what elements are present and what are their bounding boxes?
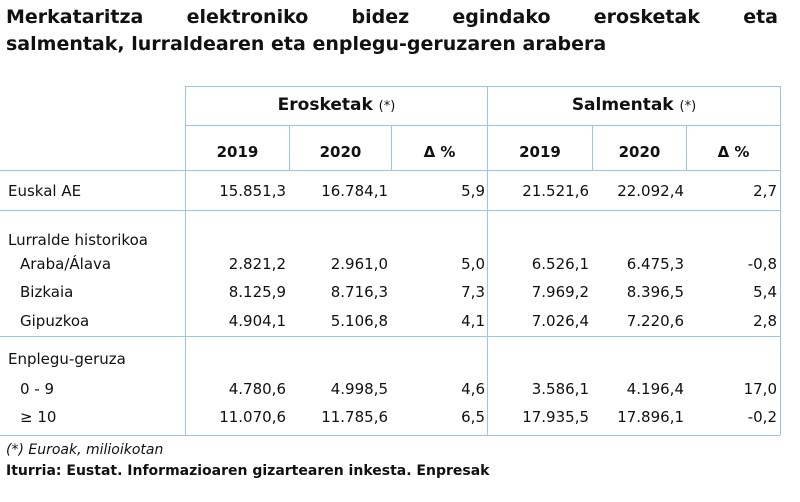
column-header: Δ % (717, 143, 750, 161)
rule (0, 435, 780, 436)
rule (289, 125, 290, 170)
column-header: 2020 (618, 143, 661, 161)
cell: 17,0 (743, 380, 777, 398)
rule (686, 125, 687, 170)
rule (0, 336, 780, 337)
cell: 5,0 (461, 255, 485, 273)
row-label: Bizkaia (20, 283, 74, 301)
rule (592, 125, 593, 170)
rule (0, 170, 780, 171)
row-label: Gipuzkoa (20, 312, 90, 330)
rule (185, 86, 780, 87)
group-name: Erosketak (277, 95, 373, 115)
cell: 17.896,1 (617, 408, 684, 426)
cell: 8.716,3 (330, 283, 388, 301)
group-note: (*) (378, 99, 396, 114)
row-label: ≥ 10 (20, 408, 57, 426)
title-line: salmentak, lurraldearen eta enplegu-geru… (6, 33, 607, 55)
row-label: Enplegu-geruza (8, 350, 126, 368)
cell: 8.125,9 (228, 283, 286, 301)
rule (185, 86, 186, 435)
group-header: Salmentak (*) (488, 95, 780, 115)
cell: 11.785,6 (321, 408, 388, 426)
row-label: Araba/Álava (20, 255, 112, 273)
cell: 21.521,6 (522, 182, 589, 200)
cell: 2,8 (753, 312, 777, 330)
cell: 4.780,6 (228, 380, 286, 398)
cell: 7.220,6 (626, 312, 684, 330)
cell: -0,2 (747, 408, 777, 426)
title-line: Merkataritza elektroniko bidez egindako … (6, 6, 778, 28)
cell: 6,5 (461, 408, 485, 426)
cell: 6.475,3 (626, 255, 684, 273)
group-header: Erosketak (*) (186, 95, 487, 115)
source: Iturria: Eustat. Informazioaren gizartea… (6, 463, 490, 479)
cell: 17.935,5 (522, 408, 589, 426)
rule (0, 210, 780, 211)
cell: 16.784,1 (321, 182, 388, 200)
cell: 2,7 (753, 182, 777, 200)
cell: 2.961,0 (330, 255, 388, 273)
cell: -0,8 (747, 255, 777, 273)
cell: 15.851,3 (219, 182, 286, 200)
column-header: Δ % (423, 143, 456, 161)
cell: 7.026,4 (531, 312, 589, 330)
cell: 6.526,1 (531, 255, 589, 273)
column-header: 2019 (519, 143, 561, 161)
rule (185, 125, 780, 126)
cell: 4.904,1 (228, 312, 286, 330)
cell: 3.586,1 (531, 380, 589, 398)
cell: 5,9 (461, 182, 485, 200)
cell: 2.821,2 (228, 255, 286, 273)
cell: 4.196,4 (626, 380, 684, 398)
footnote: (*) Euroak, milioikotan (6, 442, 164, 458)
cell: 8.396,5 (626, 283, 684, 301)
rule (391, 125, 392, 170)
cell: 4,1 (461, 312, 485, 330)
group-name: Salmentak (571, 95, 674, 115)
cell: 5,4 (753, 283, 777, 301)
row-label: Euskal AE (8, 182, 82, 200)
rule (487, 86, 488, 435)
cell: 22.092,4 (617, 182, 684, 200)
cell: 7,3 (461, 283, 485, 301)
rule (780, 86, 781, 435)
group-note: (*) (679, 99, 697, 114)
cell: 7.969,2 (531, 283, 589, 301)
column-header: 2019 (216, 143, 259, 161)
cell: 4.998,5 (330, 380, 388, 398)
cell: 4,6 (461, 380, 485, 398)
column-header: 2020 (319, 143, 362, 161)
cell: 11.070,6 (219, 408, 286, 426)
row-label: Lurralde historikoa (8, 231, 148, 249)
row-label: 0 - 9 (20, 380, 55, 398)
cell: 5.106,8 (330, 312, 388, 330)
